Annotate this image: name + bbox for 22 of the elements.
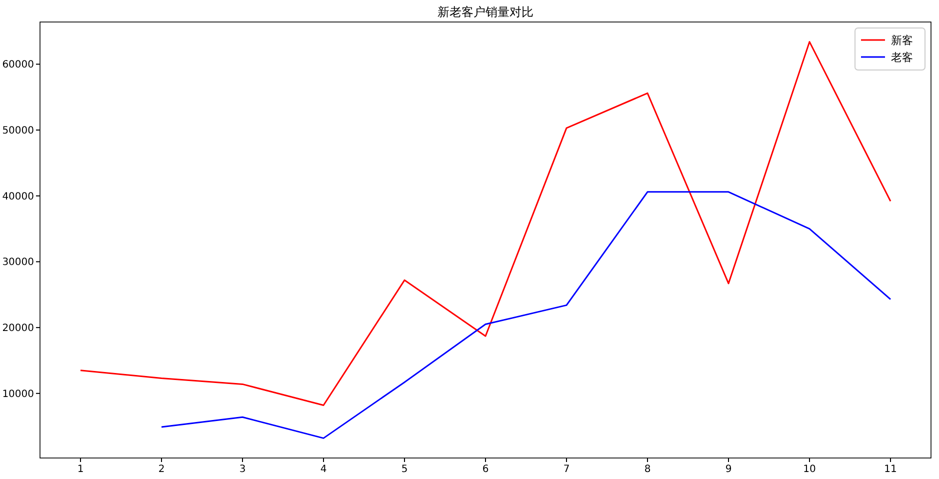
- x-tick-label: 8: [644, 464, 651, 475]
- x-tick-label: 1: [77, 464, 84, 475]
- y-tick-label: 60000: [2, 60, 34, 71]
- legend-label: 老客: [891, 51, 913, 64]
- y-tick-label: 10000: [2, 388, 34, 400]
- line-series: [80, 41, 892, 406]
- chart-title: 新老客户销量对比: [438, 5, 534, 19]
- x-tick-label: 7: [563, 464, 570, 475]
- x-tick-label: 9: [725, 464, 732, 475]
- x-tick-label: 11: [884, 464, 897, 475]
- x-tick-label: 2: [158, 464, 165, 475]
- y-tick-label: 20000: [2, 323, 34, 334]
- x-tick-label: 10: [803, 464, 816, 475]
- x-tick-label: 3: [239, 464, 246, 475]
- legend-label: 新客: [891, 34, 913, 47]
- x-tick-label: 4: [320, 464, 327, 475]
- y-tick-label: 40000: [2, 191, 34, 202]
- y-tick-label: 30000: [2, 257, 34, 268]
- x-tick-label: 6: [482, 464, 489, 475]
- line-series: [160, 191, 892, 439]
- y-tick-label: 50000: [2, 126, 34, 137]
- x-tick-label: 5: [401, 464, 408, 475]
